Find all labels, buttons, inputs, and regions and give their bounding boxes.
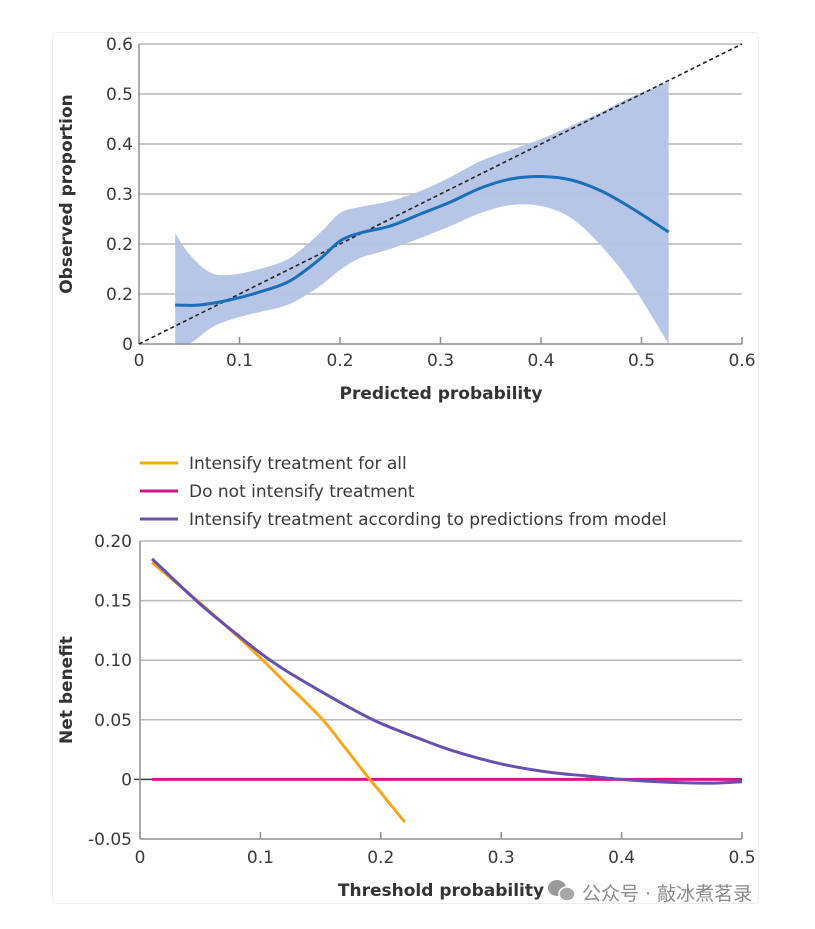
y-axis-label: Net benefit xyxy=(57,636,77,744)
y-tick-label: 0.4 xyxy=(106,135,133,155)
y-tick-label: 0 xyxy=(121,770,132,790)
y-tick-label: 0.05 xyxy=(94,711,132,731)
y-tick-label: 0.15 xyxy=(94,592,132,612)
bottom-series xyxy=(151,557,743,824)
y-tick-label: 0.5 xyxy=(106,85,133,105)
x-axis-label: Threshold probability xyxy=(338,881,544,901)
x-tick-label: 0.1 xyxy=(226,351,253,371)
top-axes xyxy=(138,44,743,345)
calibration-plot: 0 0.1 0.2 0.3 0.4 0.5 0.6 0 0.2 0.2 0.3 0.4 0.5 0.6 P… xyxy=(57,35,756,404)
x-tick-label: 0.4 xyxy=(608,848,635,868)
legend-item: Do not intensify treatment xyxy=(140,482,415,502)
y-tick-label: 0.3 xyxy=(106,185,133,205)
bottom-axes xyxy=(139,541,743,840)
y-tick-label: 0.6 xyxy=(106,35,133,55)
legend-label: Intensify treatment for all xyxy=(189,454,407,474)
x-tick-label: 0.6 xyxy=(728,351,755,371)
reference-diagonal-line xyxy=(138,43,743,345)
legend: Intensify treatment for all Do not intens… xyxy=(140,454,667,530)
x-tick-label: 0.3 xyxy=(427,351,454,371)
x-tick-label: 0 xyxy=(135,848,146,868)
x-tick-label: 0.5 xyxy=(728,848,755,868)
legend-item: Intensify treatment according to predict… xyxy=(140,510,667,530)
y-tick-label: -0.05 xyxy=(88,830,132,850)
x-tick-label: 0.2 xyxy=(326,351,353,371)
watermark-text: 公众号 · 敲冰煮茗录 xyxy=(582,883,752,905)
y-tick-label: 0 xyxy=(122,335,133,355)
x-tick-label: 0.4 xyxy=(527,351,554,371)
y-tick-label: 0.20 xyxy=(94,532,132,552)
wechat-icon xyxy=(548,880,576,902)
y-tick-label: 0.2 xyxy=(106,285,133,305)
legend-label: Intensify treatment according to predict… xyxy=(189,510,667,530)
x-tick-label: 0.2 xyxy=(367,848,394,868)
legend-label: Do not intensify treatment xyxy=(189,482,415,502)
y-tick-label: 0.10 xyxy=(94,651,132,671)
x-tick-label: 0.5 xyxy=(628,351,655,371)
y-axis-label: Observed proportion xyxy=(57,94,77,294)
series-line-3 xyxy=(151,557,743,785)
x-tick-label: 0 xyxy=(134,351,145,371)
x-axis-label: Predicted probability xyxy=(340,384,543,404)
legend-item: Intensify treatment for all xyxy=(140,454,407,474)
bottom-gridlines xyxy=(134,540,742,781)
x-tick-label: 0.1 xyxy=(247,848,274,868)
top-tick-labels: 0 0.1 0.2 0.3 0.4 0.5 0.6 0 0.2 0.2 0.3 0.4 0.5 0.6 xyxy=(106,35,756,371)
x-tick-label: 0.3 xyxy=(488,848,515,868)
watermark: 公众号 · 敲冰煮茗录 xyxy=(548,880,752,905)
y-tick-label: 0.2 xyxy=(106,235,133,255)
calibration-curve xyxy=(175,174,670,307)
series-line-1 xyxy=(151,561,407,824)
